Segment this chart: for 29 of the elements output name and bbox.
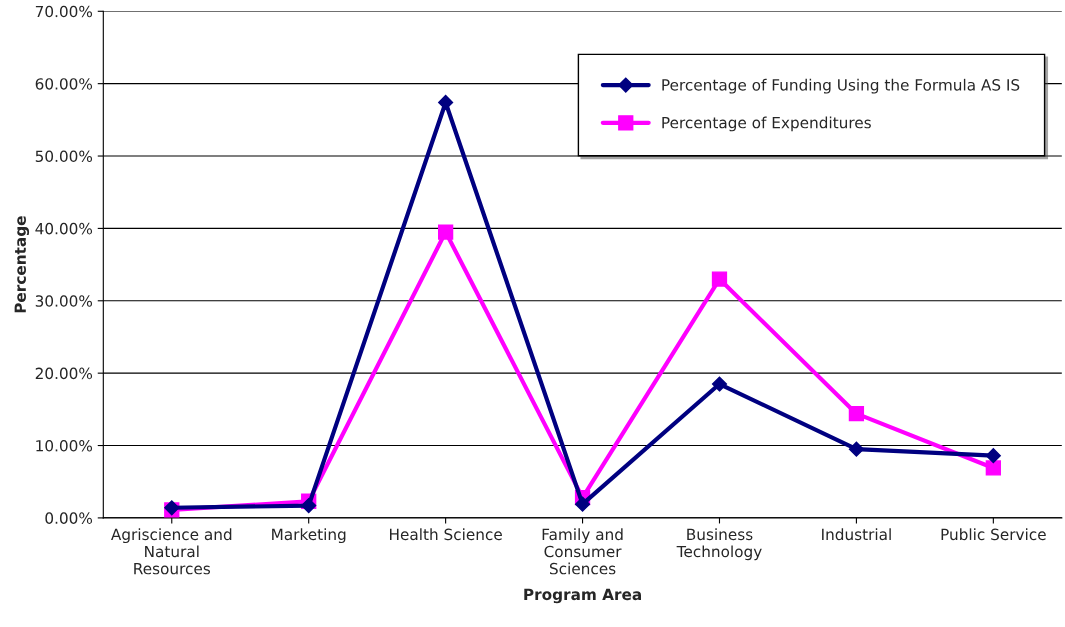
y-tick-label: 60.00% (35, 78, 93, 90)
y-tick-label: 40.00% (35, 222, 93, 235)
y-tick-label: 20.00% (35, 367, 93, 380)
x-tick-label: Agriscience and Natural Resources (111, 528, 232, 575)
point (301, 498, 317, 514)
point (711, 271, 728, 287)
point (848, 406, 865, 422)
x-tick-label: Health Science (390, 528, 502, 541)
point (437, 224, 454, 240)
x-tick-label: Marketing (272, 528, 346, 544)
x-tick-label: Public Service (941, 528, 1046, 541)
y-tick-label: 50.00% (35, 150, 93, 163)
x-tick-label: Family and Consumer Sciences (542, 528, 623, 575)
y-tick-label: 70.00% (35, 5, 93, 18)
point (574, 496, 591, 512)
point (438, 94, 454, 111)
y-tick-label: 0.00% (45, 512, 93, 524)
x-tick-label: Industrial (822, 528, 891, 541)
legend-label: Percentage of Funding Using the Formula AS IS (662, 78, 1020, 94)
legend-label: Percentage of Expenditures (662, 116, 871, 132)
x-axis-title: Program Area (524, 588, 641, 604)
x-tick-label: Business Technology (676, 528, 762, 561)
point (985, 460, 1001, 476)
y-axis-title: Percentage (14, 216, 30, 313)
point (848, 441, 864, 457)
point (985, 448, 1001, 464)
point (711, 376, 728, 392)
y-tick-label: 30.00% (35, 295, 93, 307)
y-tick-label: 10.00% (36, 439, 93, 452)
